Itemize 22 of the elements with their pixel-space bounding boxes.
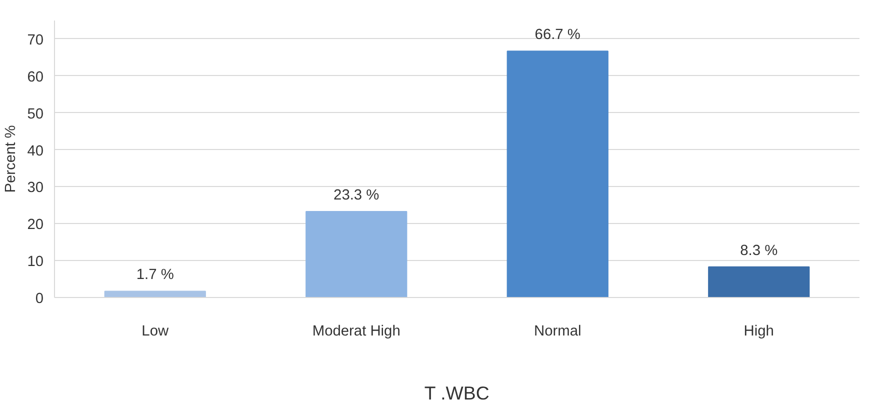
bar xyxy=(708,266,810,298)
bar xyxy=(506,50,608,298)
data-label: 66.7 % xyxy=(534,27,580,44)
bar xyxy=(306,210,408,298)
x-axis-title: T .WBC xyxy=(424,382,490,404)
x-tick-label: Moderat High xyxy=(312,324,400,340)
y-tick-label: 30 xyxy=(27,180,44,196)
y-tick-label: 40 xyxy=(27,143,44,160)
y-tick-label: 20 xyxy=(27,217,44,234)
y-axis-title: Percent % xyxy=(3,125,20,193)
x-tick-label: Normal xyxy=(534,324,582,340)
data-label: 8.3 % xyxy=(740,242,778,259)
x-tick-label: Low xyxy=(142,324,169,340)
y-tick-label: 10 xyxy=(27,254,44,270)
data-label: 23.3 % xyxy=(334,187,380,204)
y-tick-label: 50 xyxy=(27,106,44,122)
y-tick-label: 60 xyxy=(27,69,44,86)
y-tick-label: 0 xyxy=(35,291,44,307)
x-tick-label: High xyxy=(744,324,774,340)
data-label: 1.7 % xyxy=(136,267,174,284)
y-tick-label: 70 xyxy=(27,32,44,48)
bar xyxy=(104,290,206,298)
